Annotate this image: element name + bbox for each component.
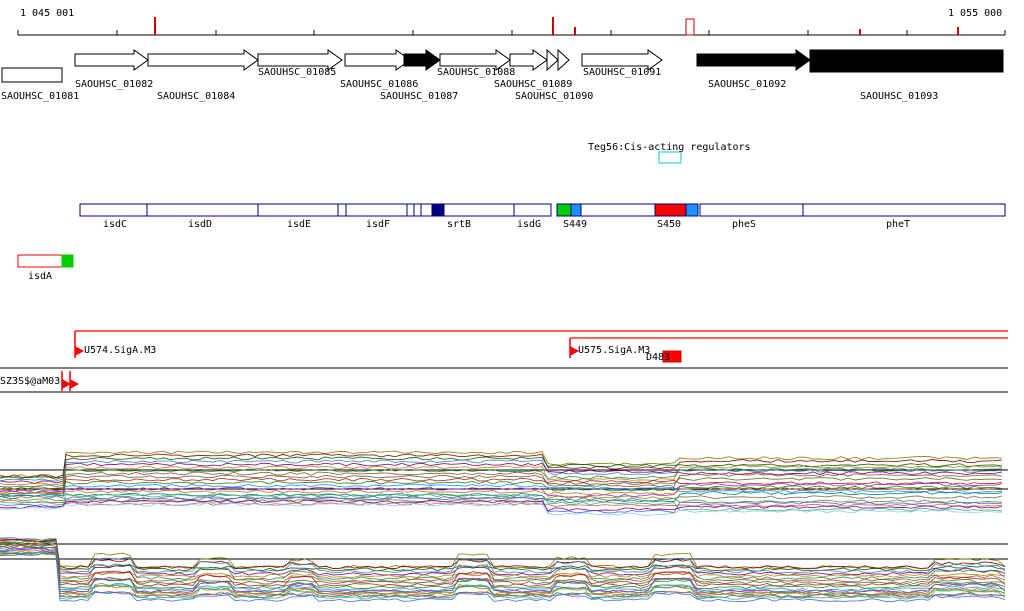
expression-trace bbox=[0, 493, 1003, 512]
gene-SAOUHSC_01090[interactable] bbox=[557, 48, 570, 72]
expression-trace bbox=[0, 539, 1006, 578]
gene-isdA[interactable] bbox=[17, 254, 63, 268]
expression-trace bbox=[0, 462, 1003, 484]
annotation-box[interactable] bbox=[413, 203, 422, 217]
transcript-flag[interactable] bbox=[70, 379, 79, 389]
gene-SAOUHSC_01092[interactable] bbox=[696, 49, 811, 71]
expression-trace bbox=[0, 544, 1006, 587]
transcript-flag[interactable] bbox=[62, 379, 71, 389]
regulator-box[interactable] bbox=[658, 151, 682, 164]
annotation-box[interactable] bbox=[513, 203, 552, 217]
expression-trace bbox=[0, 495, 1003, 504]
expression-trace bbox=[0, 496, 1003, 514]
ruler-red-mark bbox=[685, 18, 695, 36]
expression-trace bbox=[0, 537, 1006, 574]
transcript-flag[interactable] bbox=[75, 346, 84, 356]
annotation-box[interactable] bbox=[146, 203, 259, 217]
expression-trace bbox=[0, 538, 1006, 570]
annotation-box[interactable] bbox=[699, 203, 804, 217]
annotation-box[interactable] bbox=[406, 203, 415, 217]
expression-trace bbox=[0, 482, 1003, 498]
gene-SAOUHSC_01091[interactable] bbox=[581, 49, 663, 71]
gene-SAOUHSC_01087[interactable] bbox=[403, 49, 441, 71]
transcript-red-box[interactable] bbox=[662, 350, 682, 363]
annotation-box[interactable] bbox=[431, 203, 445, 217]
expression-trace bbox=[0, 464, 1003, 486]
annotation-box[interactable] bbox=[570, 203, 582, 217]
gene-SAOUHSC_01084[interactable] bbox=[147, 49, 259, 71]
expression-trace bbox=[0, 502, 1003, 516]
expression-trace bbox=[0, 543, 1006, 585]
annotation-box[interactable] bbox=[802, 203, 1006, 217]
annotation-box[interactable] bbox=[580, 203, 656, 217]
annotation-box[interactable] bbox=[337, 203, 347, 217]
expression-trace bbox=[0, 552, 1006, 602]
expression-trace bbox=[0, 541, 1006, 581]
expression-trace bbox=[0, 474, 1003, 492]
gene-SAOUHSC_01088[interactable] bbox=[439, 49, 511, 71]
expression-trace bbox=[0, 550, 1006, 598]
expression-trace bbox=[0, 537, 1006, 569]
annotation-box[interactable] bbox=[556, 203, 572, 217]
annotation-box[interactable] bbox=[79, 203, 148, 217]
expression-trace bbox=[0, 456, 1003, 480]
expression-trace bbox=[0, 480, 1003, 496]
expression-trace bbox=[0, 545, 1006, 589]
expression-trace bbox=[0, 551, 1006, 600]
gene-SAOUHSC_01082[interactable] bbox=[74, 49, 149, 71]
expression-trace bbox=[0, 450, 1003, 478]
isdA-gene-label: isdA bbox=[28, 271, 53, 282]
expression-trace bbox=[0, 468, 1003, 488]
gene-SAOUHSC_01085[interactable] bbox=[257, 49, 343, 71]
expression-trace bbox=[0, 487, 1003, 496]
gene-SAOUHSC_01086[interactable] bbox=[344, 49, 411, 71]
gene-SAOUHSC_01081[interactable] bbox=[1, 67, 63, 83]
gene-SAOUHSC_01093[interactable] bbox=[809, 49, 1004, 73]
annotation-box[interactable] bbox=[257, 203, 339, 217]
expression-trace bbox=[0, 453, 1003, 479]
expression-trace bbox=[0, 553, 1006, 596]
regulator-track-label: Teg56:Cis-acting regulators bbox=[588, 142, 751, 153]
expression-trace bbox=[0, 477, 1003, 494]
annotation-box[interactable] bbox=[654, 203, 687, 217]
gene-isdA-end[interactable] bbox=[61, 254, 74, 268]
ruler-start-coordinate: 1 045 001 bbox=[20, 8, 75, 19]
expression-trace bbox=[0, 539, 1006, 572]
ruler-end-coordinate: 1 055 000 bbox=[948, 8, 1003, 19]
expression-trace bbox=[0, 551, 1006, 594]
gene-SAOUHSC_01089[interactable] bbox=[509, 49, 548, 71]
expression-trace bbox=[0, 538, 1006, 576]
transcript-flag[interactable] bbox=[570, 346, 579, 356]
expression-trace bbox=[0, 499, 1003, 508]
expression-trace bbox=[0, 491, 1003, 504]
annotation-box[interactable] bbox=[685, 203, 699, 217]
gene-SAOUHSC_01090[interactable] bbox=[546, 48, 559, 72]
annotation-box[interactable] bbox=[345, 203, 408, 217]
expression-trace bbox=[0, 471, 1003, 490]
expression-trace bbox=[0, 541, 1006, 583]
expression-trace bbox=[0, 499, 1003, 512]
